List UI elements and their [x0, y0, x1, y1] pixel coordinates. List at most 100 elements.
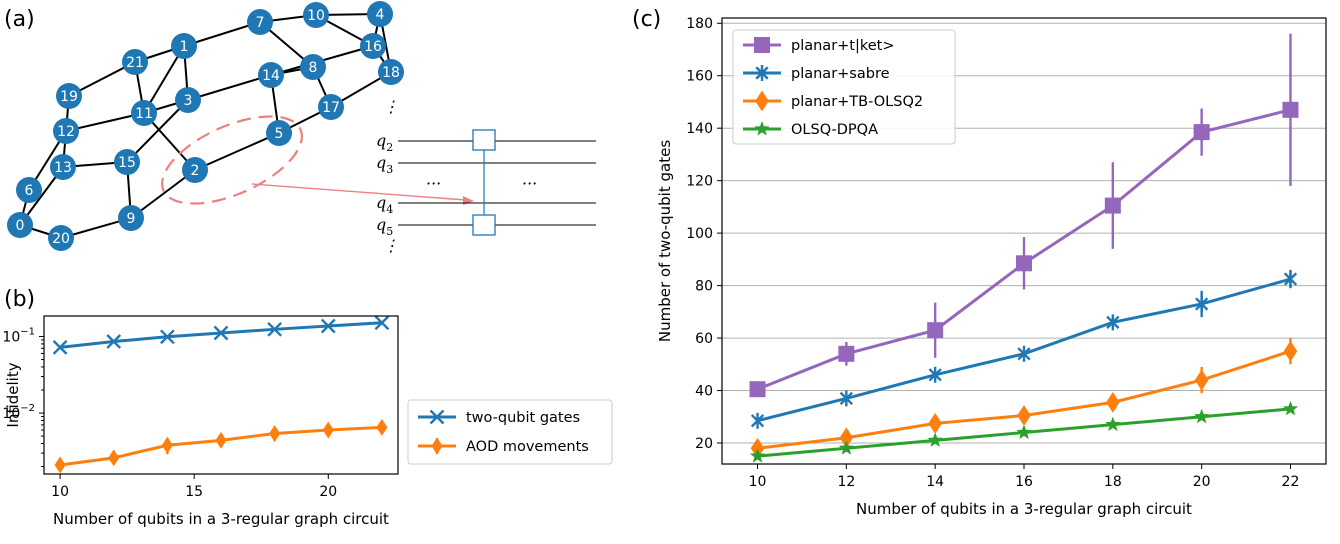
y-tick-label: 160 — [686, 69, 713, 85]
data-point — [1104, 197, 1121, 214]
graph-edge-1-7 — [183, 21, 261, 47]
legend-marker — [754, 37, 770, 53]
qubit-label-q4: q4 — [376, 193, 393, 216]
graph-node-10 — [303, 2, 329, 28]
data-point — [161, 436, 173, 454]
legend-marker — [755, 65, 769, 81]
graph-node-label-7: 7 — [256, 15, 265, 31]
legend: planar+t|ket> planar+sabre planar+TB-OLSQ2… — [732, 29, 956, 145]
series-0 — [52, 315, 390, 355]
graph-node-14 — [258, 62, 284, 88]
data-point — [1283, 340, 1298, 362]
graph-node-label-16: 16 — [364, 39, 382, 55]
ellipsis-right: ··· — [522, 174, 537, 193]
y-tick-label: 20 — [695, 436, 713, 452]
legend-box — [407, 399, 613, 465]
x-tick-label: 10 — [51, 484, 69, 500]
graph-node-4 — [367, 1, 393, 27]
data-point — [927, 322, 944, 339]
data-point — [213, 325, 229, 341]
graph-node-label-0: 0 — [16, 218, 25, 234]
x-tick-label: 14 — [926, 474, 944, 490]
graph-node-label-12: 12 — [57, 124, 75, 140]
data-point — [839, 427, 854, 449]
data-point — [320, 318, 336, 334]
graph-node-19 — [56, 83, 82, 109]
plot-frame — [721, 17, 1327, 465]
graph-node-1 — [171, 33, 197, 59]
x-tick-label: 22 — [1282, 474, 1300, 490]
graph-node-label-2: 2 — [191, 163, 200, 179]
vdots-top: ⋮ — [383, 97, 399, 116]
graph-node-17 — [318, 94, 344, 120]
y-tick-label: 100 — [686, 226, 713, 242]
graph-edge-1-11 — [143, 45, 185, 114]
graph-node-label-19: 19 — [60, 89, 78, 105]
graph-node-label-21: 21 — [126, 55, 144, 71]
legend-label: two-qubit gates — [466, 410, 580, 426]
panel-label-c: (c) — [632, 7, 661, 32]
data-point — [374, 315, 390, 331]
data-point — [750, 412, 765, 429]
graph-edge-3-14 — [187, 74, 272, 101]
data-point — [1194, 369, 1209, 391]
graph-node-label-6: 6 — [25, 183, 34, 199]
data-point — [1017, 405, 1031, 426]
graph-node-18 — [378, 59, 404, 85]
graph-node-7 — [247, 9, 273, 35]
legend-marker — [754, 121, 770, 136]
legend-marker — [755, 90, 769, 112]
y-tick-label: 10−2 — [2, 403, 35, 422]
data-point — [376, 418, 388, 436]
data-point — [215, 431, 227, 449]
data-point — [749, 448, 766, 463]
graph-node-11 — [131, 100, 157, 126]
series-0 — [749, 33, 1299, 398]
data-point — [1282, 101, 1299, 118]
graph-node-label-14: 14 — [262, 68, 280, 84]
qubit-label-q5: q5 — [376, 215, 393, 238]
graph-edge-3-15 — [126, 99, 189, 163]
y-axis-label: Infidelity — [4, 362, 22, 427]
data-point — [322, 421, 334, 439]
graph-edge-11-12 — [65, 112, 145, 132]
x-axis-label: Number of qubits in a 3-regular graph ci… — [856, 500, 1192, 518]
data-point — [106, 334, 122, 349]
graph-node-label-20: 20 — [52, 231, 70, 247]
graph-node-label-15: 15 — [118, 155, 136, 171]
legend-marker — [429, 409, 445, 425]
data-point — [160, 329, 175, 345]
data-point — [1283, 271, 1298, 288]
graph-node-0 — [7, 212, 33, 238]
legend-label: AOD movements — [466, 439, 589, 455]
graph-node-13 — [50, 154, 76, 180]
data-point — [52, 340, 68, 355]
vdots-bottom: ⋮ — [383, 236, 399, 255]
y-tick-exponent: −2 — [20, 403, 35, 414]
highlight-ellipse — [161, 115, 303, 205]
graph-node-label-1: 1 — [180, 39, 189, 55]
x-tick-label: 16 — [1015, 474, 1033, 490]
panel-label-b: (b) — [4, 287, 35, 312]
y-tick-label: 140 — [686, 121, 713, 137]
graph-node-label-5: 5 — [275, 126, 284, 142]
data-point — [928, 366, 942, 383]
graph-edge-2-9 — [130, 169, 196, 219]
series-1 — [750, 269, 1298, 429]
data-point — [927, 432, 943, 447]
graph-node-12 — [53, 118, 79, 144]
y-tick-label: 180 — [686, 16, 713, 32]
graph-node-3 — [175, 87, 201, 113]
chart-c: 10 12 14 16 18 20 22 20 40 60 80 100 120 140 160 180 Num… — [656, 16, 1327, 518]
graph-node-15 — [114, 149, 140, 175]
y-tick-exponent: −1 — [20, 326, 35, 337]
legend-label: planar+sabre — [791, 66, 890, 82]
graph-node-8 — [300, 54, 326, 80]
y-tick-base: 10 — [2, 329, 20, 345]
x-tick-label: 12 — [837, 474, 855, 490]
graph-node-label-4: 4 — [376, 7, 385, 23]
